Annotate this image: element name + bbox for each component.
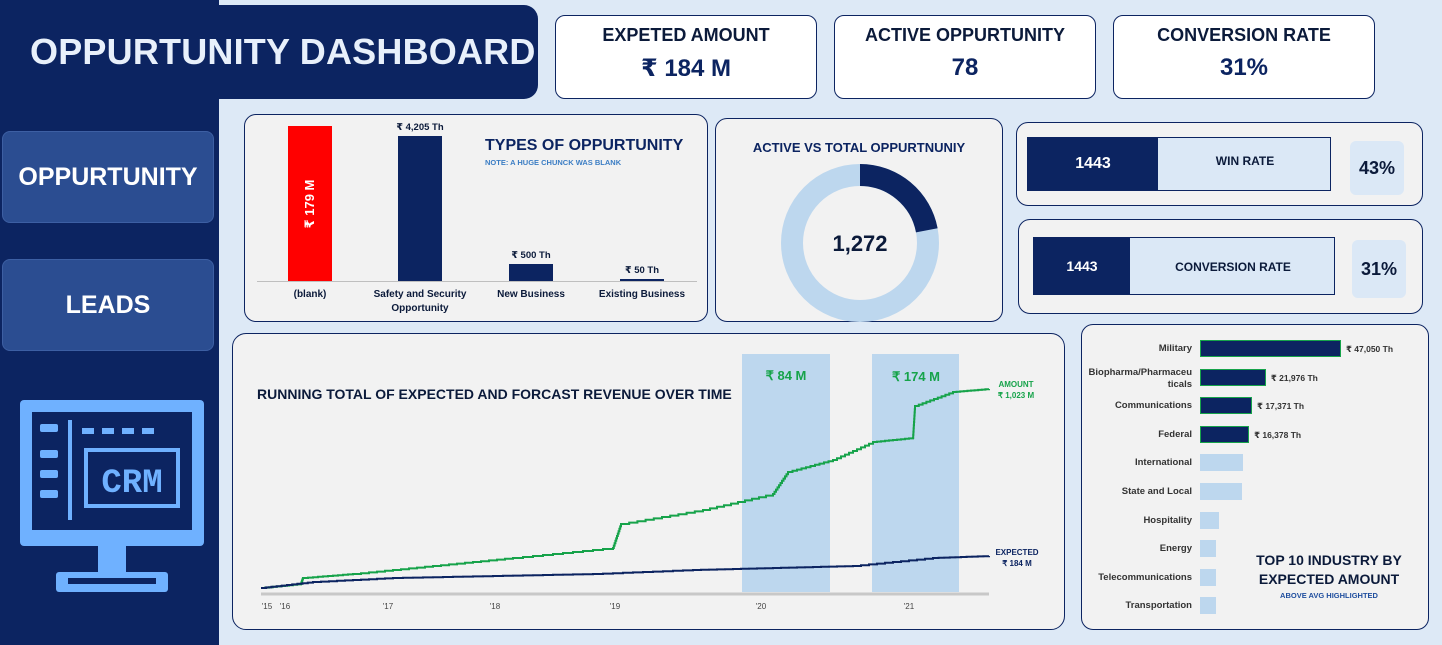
type-category-label: New Business (497, 289, 565, 300)
win-rate-count: 1443 (1028, 138, 1158, 190)
x-tick-label: '18 (490, 602, 501, 611)
highlight-label-2: ₹ 174 M (892, 369, 940, 384)
running-total-chart: ₹ 84 M ₹ 174 M RUNNING TOTAL OF EXPECTED… (257, 354, 1039, 611)
industry-label: Energy (1159, 543, 1192, 555)
type-bar (398, 136, 442, 281)
top-industry-panel: Military ₹ 47,050 Th Biopharma/Pharmaceu t… (1081, 324, 1429, 630)
industry-label: Biopharma/Pharmaceu ticals (1088, 366, 1192, 390)
win-rate-label: WIN RATE (1215, 154, 1275, 168)
conversion-rate-value: 31% (1352, 240, 1406, 298)
win-rate-value: 43% (1350, 141, 1404, 195)
conversion-rate-bar: 1443 CONVERSION RATE (1033, 237, 1335, 295)
amount-series-line (261, 388, 990, 589)
type-category-label: (blank) (293, 289, 327, 300)
donut-active-arc (781, 164, 939, 322)
highlight-band-2 (872, 354, 959, 592)
crm-monitor-icon: CRM (20, 400, 204, 592)
industry-bar (1200, 425, 1250, 443)
industry-bar (1200, 597, 1216, 615)
type-bar (620, 279, 664, 281)
industry-title: TOP 10 INDUSTRY BY EXPECTED AMOUNT (1242, 551, 1416, 589)
highlight-band-1 (742, 354, 830, 592)
type-bar (288, 126, 332, 281)
industry-bar (1200, 397, 1253, 415)
conversion-rate-label: CONVERSION RATE (1175, 260, 1291, 274)
x-tick-label: '15 (262, 602, 273, 611)
type-bar (509, 264, 553, 281)
industry-bar (1200, 340, 1341, 357)
win-rate-bar: 1443 WIN RATE (1027, 137, 1331, 191)
industry-label: Hospitality (1143, 514, 1192, 526)
industry-value: ₹ 21,976 Th (1270, 372, 1318, 383)
kpi-active-oppurtunity: ACTIVE OPPURTUNITY 78 (834, 15, 1096, 99)
industry-bar (1200, 454, 1243, 472)
industry-label: Communications (1114, 400, 1192, 412)
types-of-oppurtunity-panel: TYPES OF OPPURTUNITY NOTE: A HUGE CHUNCK… (244, 114, 708, 322)
active-vs-total-panel: ACTIVE VS TOTAL OPPURTNUNIY 1,272 (715, 118, 1003, 322)
donut-center-value: 1,272 (832, 231, 887, 256)
industry-bar (1200, 540, 1216, 558)
industry-label: Transportation (1125, 600, 1192, 612)
nav-button-leads[interactable]: LEADS (2, 259, 214, 351)
type-bar-label: ₹ 4,205 Th (396, 122, 444, 133)
expected-series-name: EXPECTED (995, 548, 1038, 557)
industry-value: ₹ 17,371 Th (1257, 401, 1305, 412)
amount-series-name: AMOUNT (998, 380, 1033, 389)
industry-label: International (1134, 457, 1192, 469)
x-tick-label: '21 (904, 602, 915, 611)
industry-title-line2: EXPECTED AMOUNT (1258, 571, 1400, 587)
industry-bar (1200, 568, 1216, 586)
industry-label: Military (1158, 343, 1192, 354)
industry-bar (1200, 483, 1242, 500)
crm-screen-text: CRM (101, 465, 162, 503)
page-title: OPPURTUNITY DASHBOARD (30, 31, 536, 72)
donut-title: ACTIVE VS TOTAL OPPURTNUNIY (752, 140, 966, 155)
industry-value: ₹ 47,050 Th (1346, 344, 1394, 354)
kpi-value: 78 (951, 54, 979, 81)
type-category-label: Existing Business (598, 289, 686, 300)
baseline (257, 281, 697, 282)
donut-chart: 1,272 (781, 164, 939, 322)
x-tick-label: '20 (756, 602, 767, 611)
kpi-expected-amount: EXPETED AMOUNT ₹ 184 M (555, 15, 817, 99)
industry-bar (1200, 368, 1266, 386)
nav-button-oppurtunity[interactable]: OPPURTUNITY (2, 131, 214, 223)
type-bar-label: ₹ 500 Th (511, 250, 551, 261)
industry-label: Telecommunications (1098, 571, 1192, 583)
kpi-conversion-rate: CONVERSION RATE 31% (1113, 15, 1375, 99)
kpi-label: CONVERSION RATE (1157, 25, 1331, 45)
industry-label: Federal (1158, 428, 1192, 440)
running-total-panel: ₹ 84 M ₹ 174 M RUNNING TOTAL OF EXPECTED… (232, 333, 1065, 630)
win-rate-card: 1443 WIN RATE 43% (1016, 122, 1423, 206)
type-bar-label: ₹ 50 Th (624, 265, 660, 276)
kpi-value: ₹ 184 M (640, 55, 732, 82)
industry-title-line1: TOP 10 INDUSTRY BY (1256, 552, 1402, 568)
kpi-label: EXPETED AMOUNT (602, 25, 770, 45)
conversion-rate-count: 1443 (1034, 238, 1130, 294)
expected-series-line (261, 555, 990, 589)
types-chart-note: NOTE: A HUGE CHUNCK WAS BLANK (485, 158, 622, 167)
industry-subtitle: ABOVE AVG HIGHLIGHTED (1280, 591, 1378, 600)
x-tick-label: '19 (610, 602, 621, 611)
x-tick-label: '16 (280, 602, 291, 611)
kpi-value: 31% (1219, 54, 1269, 81)
types-chart-title: TYPES OF OPPURTUNITY (485, 137, 684, 154)
type-category-label: Safety and Security Opportunity (373, 289, 467, 314)
expected-series-value: ₹ 184 M (1002, 559, 1032, 568)
running-total-title: RUNNING TOTAL OF EXPECTED AND FORCAST RE… (257, 386, 732, 402)
x-tick-label: '17 (383, 602, 394, 611)
kpi-label: ACTIVE OPPURTUNITY (864, 25, 1065, 45)
industry-label: State and Local (1121, 486, 1192, 497)
title-banner: OPPURTUNITY DASHBOARD (0, 5, 538, 99)
industry-bar (1200, 511, 1220, 529)
conversion-rate-card: 1443 CONVERSION RATE 31% (1018, 219, 1423, 314)
highlight-label-1: ₹ 84 M (766, 368, 807, 383)
x-tick-labels: '15 '16 '17 '18 '19 '20 '21 (262, 602, 915, 611)
industry-value: ₹ 16,378 Th (1254, 429, 1302, 440)
amount-series-value: ₹ 1,023 M (998, 391, 1035, 400)
type-bar-label: ₹ 179 M (302, 179, 317, 228)
